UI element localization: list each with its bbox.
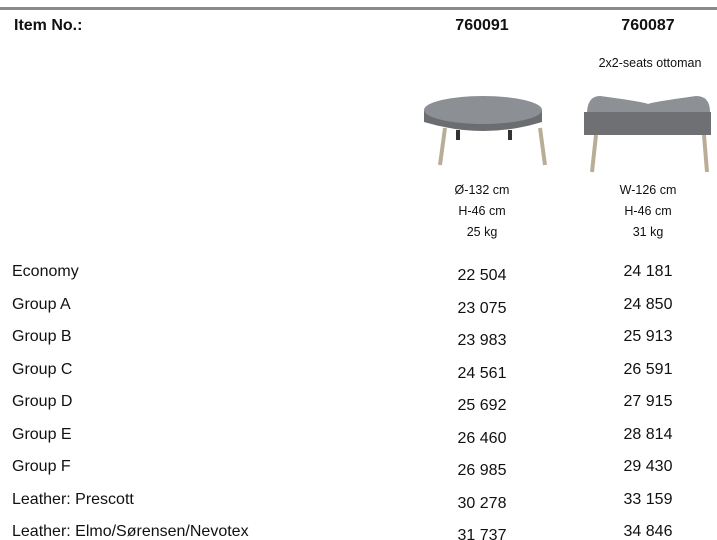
dimension: 31 kg <box>632 225 664 239</box>
price: 33 159 <box>623 490 673 508</box>
row-label: Group B <box>12 328 72 345</box>
price: 31 737 <box>457 527 507 540</box>
dimension: H-46 cm <box>458 204 506 218</box>
product-images <box>424 96 711 173</box>
row-label: Leather: Elmo/Sørensen/Nevotex <box>12 523 249 540</box>
price: 30 278 <box>457 494 507 512</box>
row-label: Group D <box>12 393 73 410</box>
price: 25 913 <box>623 328 673 345</box>
dimension: 25 kg <box>466 225 498 239</box>
row-label: Group E <box>12 425 72 443</box>
row-label: Leather: Prescott <box>12 490 134 508</box>
price: 24 181 <box>623 263 673 280</box>
dimension: H-46 cm <box>624 204 672 218</box>
row-label: Group A <box>12 295 71 313</box>
item-number: 760091 <box>455 17 509 34</box>
price: 26 591 <box>623 360 673 378</box>
price: 26 460 <box>457 429 507 447</box>
row-label: Group C <box>12 360 73 378</box>
item-description: 2x2-seats ottoman <box>598 56 702 70</box>
price: 28 814 <box>623 425 673 443</box>
dimension: W-126 cm <box>619 183 677 197</box>
price: 23 075 <box>457 299 507 317</box>
price: 26 985 <box>457 462 507 479</box>
top-rule <box>0 7 717 10</box>
price: 22 504 <box>457 267 507 284</box>
square-ottoman-image <box>584 96 711 173</box>
dimension: Ø-132 cm <box>454 183 510 197</box>
price: 34 846 <box>623 523 673 540</box>
price: 24 561 <box>457 364 507 382</box>
price: 29 430 <box>623 458 673 475</box>
round-ottoman-image <box>424 96 547 166</box>
row-label: Economy <box>12 263 79 280</box>
item-number: 760087 <box>621 17 675 34</box>
header-label: Item No.: <box>14 17 83 34</box>
price: 27 915 <box>623 393 673 410</box>
price: 23 983 <box>457 332 507 349</box>
price: 24 850 <box>623 295 673 313</box>
price: 25 692 <box>457 397 507 414</box>
row-label: Group F <box>12 458 71 475</box>
